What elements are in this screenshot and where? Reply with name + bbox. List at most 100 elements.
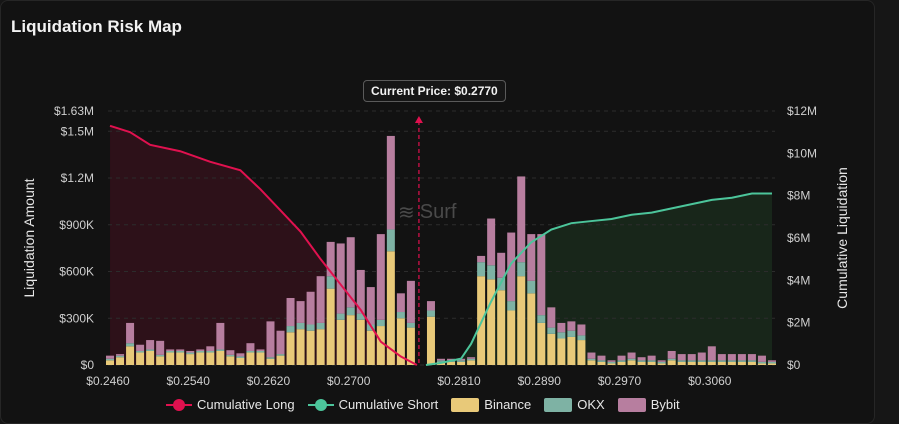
bar-okx [176,350,185,353]
bar-okx [396,312,405,319]
y2-tick-label: $8M [787,189,810,203]
bar-bybit [737,354,746,361]
legend-okx[interactable]: OKX [544,397,605,412]
bar-okx [426,310,435,317]
y-tick-label: $0 [81,358,95,372]
bar-bybit [597,355,606,361]
bar-bybit [487,218,496,266]
bar-bybit [767,360,776,362]
legend-short-swatch [307,398,334,411]
y2-axis-title: Cumulative Liquidation [834,167,850,309]
legend-binance[interactable]: Binance [451,397,531,412]
bar-binance [677,361,686,365]
cumulative-short-line [425,192,772,366]
bar-bybit [607,360,616,362]
bar-binance [737,361,746,365]
bar-okx [106,358,115,361]
legend-long-swatch [166,398,192,411]
bar-bybit [587,352,596,359]
bar-binance [306,330,315,365]
bar-bybit [226,350,235,355]
bar-bybit [186,350,195,353]
bar-okx [336,313,345,320]
bar-binance [697,361,706,365]
bar-bybit [547,307,556,328]
legend-cumulative-long[interactable]: Cumulative Long [166,397,295,412]
chart-title: Liquidation Risk Map [11,17,182,36]
bar-bybit [637,357,646,361]
bar-okx [597,360,606,362]
bar-okx [557,332,566,339]
bar-binance [647,361,656,365]
bar-okx [707,360,716,362]
bar-binance [467,360,476,365]
bar-okx [136,350,145,353]
bar-okx [246,350,255,353]
bar-bybit [577,324,586,336]
bar-bybit [507,232,516,302]
bar-binance [557,338,566,365]
bar-bybit [757,355,766,362]
bar-okx [627,358,636,361]
bar-binance [657,363,666,365]
x-tick-label: $0.2700 [327,374,371,388]
bar-binance [126,346,135,365]
bar-binance [246,352,255,365]
legend-cumulative-short[interactable]: Cumulative Short [307,397,439,412]
bar-bybit [326,241,335,277]
bar-bybit [206,346,215,351]
bar-binance [176,352,185,365]
bar-binance [356,319,365,365]
y-axis-title: Liquidation Amount [21,178,37,297]
bar-binance [707,361,716,365]
bar-bybit [146,340,155,350]
legend-bybit[interactable]: Bybit [617,397,680,412]
bar-binance [186,354,195,365]
bar-bybit [246,343,255,351]
y-tick-label: $600K [59,265,94,279]
y2-tick-label: $4M [787,273,810,287]
current-price-arrow-icon [414,116,423,123]
bar-binance [136,352,145,365]
y-tick-label: $1.5M [61,124,94,138]
bar-okx [527,280,536,294]
bar-binance [256,352,265,365]
bar-okx [126,343,135,347]
bar-binance [346,315,355,365]
bar-okx [567,330,576,337]
bar-okx [216,349,225,351]
bar-bybit [196,349,205,351]
bar-okx [737,360,746,362]
bar-okx [386,229,395,252]
bar-okx [436,360,445,362]
bar-bybit [687,354,696,361]
bar-binance [747,361,756,365]
legend-label: Cumulative Short [338,397,439,412]
bar-okx [376,319,385,327]
bar-bybit [136,344,145,351]
bar-bybit [477,255,486,263]
bar-bybit [447,358,456,361]
bar-binance [386,251,395,365]
bar-okx [206,350,215,353]
bar-okx [547,327,556,334]
bar-okx [226,354,235,357]
bar-okx [156,354,165,357]
bar-okx [326,276,335,289]
legend-label: OKX [577,397,605,412]
x-tick-label: $0.2540 [167,374,211,388]
legend-label: Binance [484,397,532,412]
bar-bybit [376,234,385,320]
legend-label: Bybit [650,397,680,412]
bar-binance [146,350,155,365]
bar-okx [537,315,546,323]
bar-bybit [316,276,325,323]
bar-okx [607,361,616,364]
bar-binance [727,361,736,365]
x-tick-label: $0.2460 [86,374,130,388]
bar-binance [507,310,516,365]
bar-binance [216,350,225,365]
bar-okx [697,360,706,362]
bar-bybit [366,287,375,325]
